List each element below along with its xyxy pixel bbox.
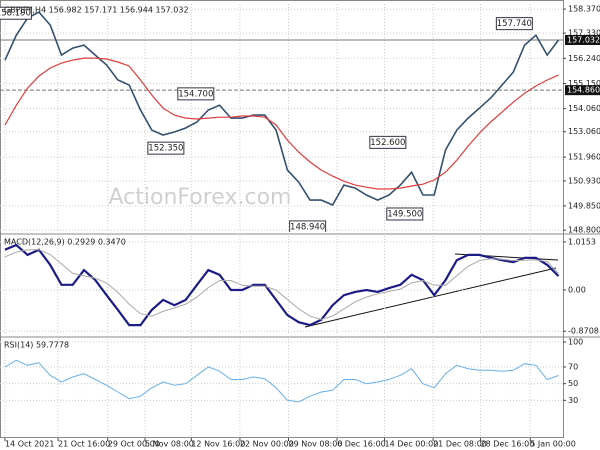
y-tick-label: 158.370 [568,5,600,14]
x-tick-label: 28 Dec 16:00 [481,440,535,449]
x-tick-label: 12 Nov 16:00 [191,440,245,449]
annotation-label: 152.600 [370,138,405,148]
y-tick-label: 154.060 [568,104,600,113]
annotation-label: 148.940 [290,222,325,232]
annotation-label: 154.700 [178,89,213,99]
watermark: ActionForex.com [109,185,292,210]
x-tick-label: 29 Oct 00:00 [108,440,160,449]
panel: ActionForex.com 158.190 154.700 152.350 152.… [0,4,563,232]
y-tick-label: 0.00 [568,286,586,295]
series-line [4,249,559,320]
annotation-label: 152.350 [148,144,183,154]
x-tick-label: 29 Nov 08:00 [289,440,343,449]
y-tick-label: 100 [568,338,583,347]
x-tick-label: 5 Jan 00:00 [530,440,576,449]
panel-title: GBPJPY,H4 156.982 157.171 156.944 157.03… [4,6,189,15]
panel-title: RSI(14) 59.7778 [4,341,69,350]
annotation-label: 158.190 [0,9,31,19]
y-tick-label: 156.240 [568,54,600,63]
panel [0,236,563,335]
x-tick-label: 21 Oct 16:00 [58,440,110,449]
panel-title: MACD(12,26,9) 0.2929 0.3470 [4,238,126,247]
annotation-label: 149.500 [387,209,422,219]
annotation-box [495,17,533,31]
annotation-box [0,6,32,20]
y-tick-label: 153.060 [568,127,600,136]
y-tick-label: 155.150 [568,79,600,88]
series-line [4,57,559,190]
x-tick-label: 14 Oct 2021 [5,440,54,449]
price-box [565,85,600,96]
series-line [4,243,560,327]
y-tick-label: 157.330 [568,29,600,38]
panel [0,339,563,438]
y-tick-label: 149.850 [568,201,600,210]
annotation-box [369,135,407,149]
y-tick-label: 1.0153 [568,237,596,246]
annotation-box [386,207,424,221]
x-tick-label: 5 Nov 08:00 [145,440,194,449]
y-tick-label: 148.800 [568,226,600,235]
series-line [4,359,559,403]
price-label: 154.860 [567,86,600,95]
price-label: 157.032 [567,35,600,44]
annotation-box [147,141,185,155]
x-tick-label: 6 Dec 16:00 [337,440,386,449]
y-tick-label: 150.930 [568,176,600,185]
price-box [565,34,600,45]
y-tick-label: 50 [568,379,578,388]
x-tick-label: 22 Nov 00:00 [240,440,294,449]
trend-line [304,267,557,328]
y-tick-label: 151.960 [568,153,600,162]
y-tick-label: 30 [568,396,578,405]
annotation-box [289,220,327,232]
annotation-box [177,87,215,101]
series-line [4,11,560,207]
annotation-label: 157.740 [497,19,532,29]
x-tick-label: 21 Dec 08:00 [433,440,487,449]
y-tick-label: -0.8708 [568,327,599,336]
y-tick-label: 70 [568,363,578,372]
x-tick-label: 14 Dec 00:00 [385,440,439,449]
frame [0,0,564,438]
